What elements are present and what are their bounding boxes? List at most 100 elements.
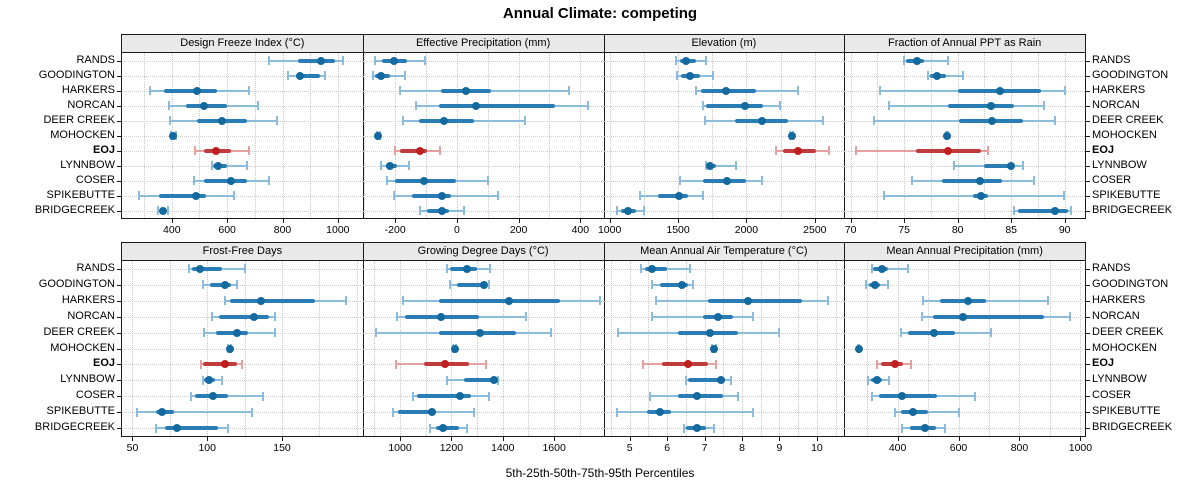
median-dot	[249, 312, 258, 321]
whisker-cap	[684, 375, 687, 385]
station-label-right: COSER	[1092, 173, 1132, 186]
median-dot	[963, 296, 972, 305]
median-dot	[713, 312, 722, 321]
x-tick	[282, 437, 283, 441]
panel-frame	[121, 34, 1086, 219]
iqr-bar	[412, 193, 451, 198]
whisker-cap	[393, 146, 396, 155]
station-label-left: EOJ	[92, 357, 115, 370]
x-tick-label: 90	[1058, 224, 1071, 236]
median-dot	[706, 161, 715, 170]
median-dot	[461, 86, 470, 95]
gridline-horizontal	[603, 135, 845, 137]
whisker-cap	[909, 359, 912, 369]
whisker-cap	[137, 191, 140, 200]
panel-divider	[604, 243, 605, 436]
y-tick	[1086, 285, 1090, 286]
whisker-cap	[888, 101, 891, 110]
y-tick	[117, 166, 121, 167]
iqr-bar	[708, 298, 802, 303]
median-dot	[505, 296, 514, 305]
median-dot	[204, 376, 213, 385]
iqr-bar	[457, 282, 487, 287]
whisker-cap	[401, 296, 404, 306]
station-label-left: DEER CREEK	[43, 113, 115, 126]
median-dot	[192, 86, 201, 95]
whisker-cap	[374, 328, 377, 338]
whisker-cap	[379, 161, 382, 170]
x-tick	[282, 219, 284, 223]
median-dot	[655, 408, 664, 417]
median-dot	[437, 312, 446, 321]
median-dot	[257, 296, 266, 305]
station-label-right: DEER CREEK	[1092, 113, 1164, 126]
whisker-cap	[287, 71, 290, 80]
median-dot	[794, 146, 803, 155]
x-tick-label: 1000	[388, 442, 412, 454]
median-dot	[986, 101, 995, 110]
iqr-bar	[400, 148, 428, 153]
x-tick-label: -200	[384, 224, 406, 236]
station-label-right: BRIDGECREEK	[1092, 203, 1173, 216]
x-tick	[132, 437, 134, 441]
whisker-cap	[396, 312, 399, 322]
median-dot	[977, 191, 986, 200]
y-tick	[117, 412, 121, 413]
whisker-cap	[1043, 101, 1046, 110]
x-tick-label: 800	[273, 224, 292, 236]
whisker-cap	[705, 56, 708, 65]
whisker-cap	[774, 146, 777, 155]
x-tick	[1011, 219, 1013, 223]
gridline-horizontal	[362, 412, 604, 414]
x-tick	[171, 219, 173, 223]
iqr-bar	[438, 103, 556, 108]
station-label-right: SPIKEBUTTE	[1092, 188, 1161, 201]
station-label-left: RANDS	[76, 261, 115, 274]
median-dot	[686, 71, 695, 80]
y-tick	[1086, 301, 1090, 302]
panel-plot	[844, 53, 1085, 218]
whisker-cap	[486, 176, 489, 185]
gridline-horizontal	[844, 75, 1085, 77]
y-tick	[1086, 136, 1090, 137]
station-label-right: GOODINGTON	[1092, 68, 1169, 81]
station-label-right: COSER	[1092, 389, 1132, 402]
whisker-cap	[651, 280, 654, 290]
whisker-cap	[463, 206, 466, 215]
y-tick	[117, 61, 121, 62]
iqr-bar	[879, 394, 938, 399]
iqr-bar	[210, 282, 232, 287]
median-dot	[476, 328, 485, 337]
whisker-cap	[567, 86, 570, 95]
whisker-cap	[392, 191, 395, 200]
gridline-horizontal	[844, 284, 1085, 286]
station-label-left: BRIDGECREEK	[34, 203, 115, 216]
y-tick	[1086, 211, 1090, 212]
station-label-left: MOHOCKEN	[50, 341, 115, 354]
whisker-cap	[649, 391, 652, 401]
y-tick	[117, 211, 121, 212]
x-tick-label: 600	[218, 224, 236, 236]
whisker-cap	[674, 56, 677, 65]
y-tick	[117, 196, 121, 197]
whisker-cap	[188, 264, 191, 274]
iqr-bar	[658, 193, 689, 198]
whisker-cap	[903, 56, 906, 65]
whisker-cap	[910, 176, 913, 185]
iqr-bar	[932, 314, 1044, 319]
whisker-cap	[1047, 296, 1050, 306]
whisker	[616, 411, 754, 414]
chart-title: Annual Climate: competing	[502, 5, 698, 22]
whisker-cap	[797, 86, 800, 95]
y-tick	[1086, 269, 1090, 270]
median-dot	[675, 191, 683, 200]
median-dot	[158, 206, 167, 215]
median-dot	[214, 161, 223, 170]
x-tick-label: 10	[811, 442, 823, 454]
whisker-cap	[615, 407, 618, 417]
whisker-cap	[243, 264, 246, 274]
y-tick	[1086, 61, 1090, 62]
y-tick	[117, 317, 121, 318]
gridline-horizontal	[362, 348, 604, 350]
station-label-right: MOHOCKEN	[1092, 341, 1157, 354]
